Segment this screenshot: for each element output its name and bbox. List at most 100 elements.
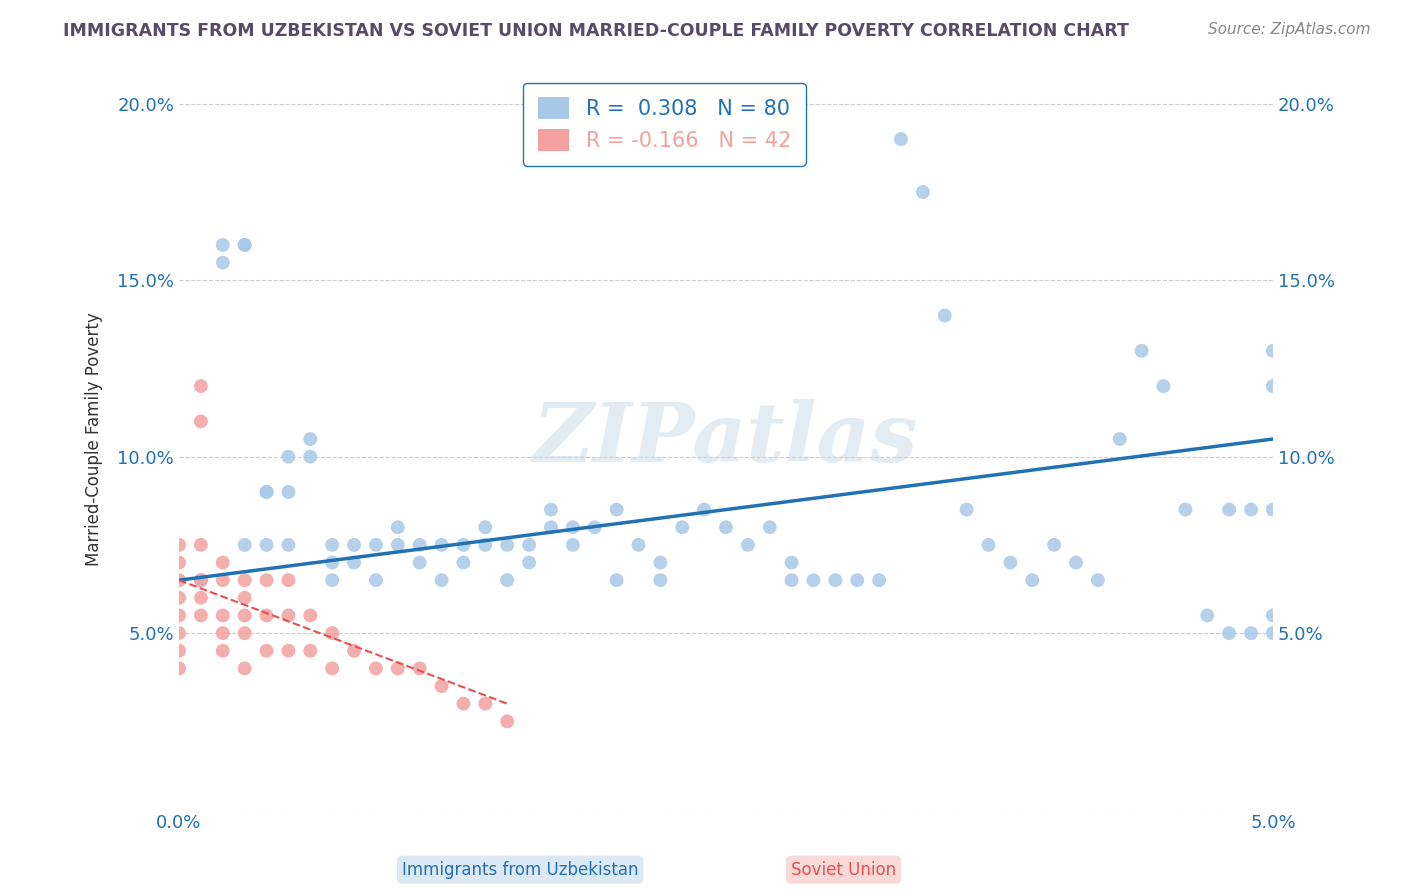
Point [277,538,299,552]
Point [1261,343,1284,358]
Point [453,538,475,552]
Point [299,608,322,623]
Point [627,538,650,552]
Point [190,573,212,587]
Point [1064,556,1087,570]
Point [233,238,256,252]
Point [474,697,496,711]
Point [583,520,606,534]
Point [211,255,233,269]
Point [934,309,956,323]
Point [277,450,299,464]
Point [387,520,409,534]
Point [540,520,562,534]
Point [650,573,672,587]
Point [211,573,233,587]
Point [211,238,233,252]
Point [517,538,540,552]
Point [387,538,409,552]
Point [737,538,759,552]
Point [256,573,278,587]
Point [1000,556,1022,570]
Point [540,502,562,516]
Point [321,661,343,675]
Point [256,485,278,500]
Point [233,573,256,587]
Point [190,379,212,393]
Point [343,556,366,570]
Point [824,573,846,587]
Point [190,414,212,428]
Point [650,556,672,570]
Point [890,132,912,146]
Point [167,626,190,640]
Point [409,556,432,570]
Point [1261,379,1284,393]
Point [758,520,780,534]
Point [474,538,496,552]
Text: ZIPatlas: ZIPatlas [533,399,918,479]
Point [780,573,803,587]
Point [167,591,190,605]
Point [1197,608,1219,623]
Point [190,538,212,552]
Point [211,556,233,570]
Point [211,626,233,640]
Point [868,573,890,587]
Point [517,556,540,570]
Point [167,661,190,675]
Point [846,573,869,587]
Point [977,538,1000,552]
Point [256,485,278,500]
Point [167,538,190,552]
Point [167,556,190,570]
Point [299,432,322,446]
Point [1261,626,1284,640]
Text: IMMIGRANTS FROM UZBEKISTAN VS SOVIET UNION MARRIED-COUPLE FAMILY POVERTY CORRELA: IMMIGRANTS FROM UZBEKISTAN VS SOVIET UNI… [63,22,1129,40]
Point [606,573,628,587]
Point [364,661,387,675]
Point [233,626,256,640]
Point [233,538,256,552]
Point [496,573,519,587]
Point [167,608,190,623]
Point [1108,432,1130,446]
Point [190,608,212,623]
Point [430,573,453,587]
Point [167,644,190,658]
Point [496,538,519,552]
Point [911,185,934,199]
Point [256,608,278,623]
Point [233,238,256,252]
Point [409,538,432,552]
Point [1218,502,1240,516]
Point [190,573,212,587]
Point [780,556,803,570]
Point [955,502,977,516]
Y-axis label: Married-Couple Family Poverty: Married-Couple Family Poverty [86,312,103,566]
Point [409,661,432,675]
Point [321,626,343,640]
Point [453,556,475,570]
Point [299,450,322,464]
Legend: R =  0.308   N = 80, R = -0.166   N = 42: R = 0.308 N = 80, R = -0.166 N = 42 [523,83,806,166]
Point [803,573,825,587]
Point [693,502,716,516]
Point [211,644,233,658]
Point [1218,626,1240,640]
Point [343,644,366,658]
Point [1261,502,1284,516]
Point [714,520,737,534]
Point [561,520,583,534]
Point [321,573,343,587]
Point [1240,626,1263,640]
Point [321,556,343,570]
Point [211,608,233,623]
Point [1240,502,1263,516]
Text: Immigrants from Uzbekistan: Immigrants from Uzbekistan [402,861,638,879]
Point [561,538,583,552]
Point [277,573,299,587]
Point [233,591,256,605]
Point [1087,573,1109,587]
Point [1261,608,1284,623]
